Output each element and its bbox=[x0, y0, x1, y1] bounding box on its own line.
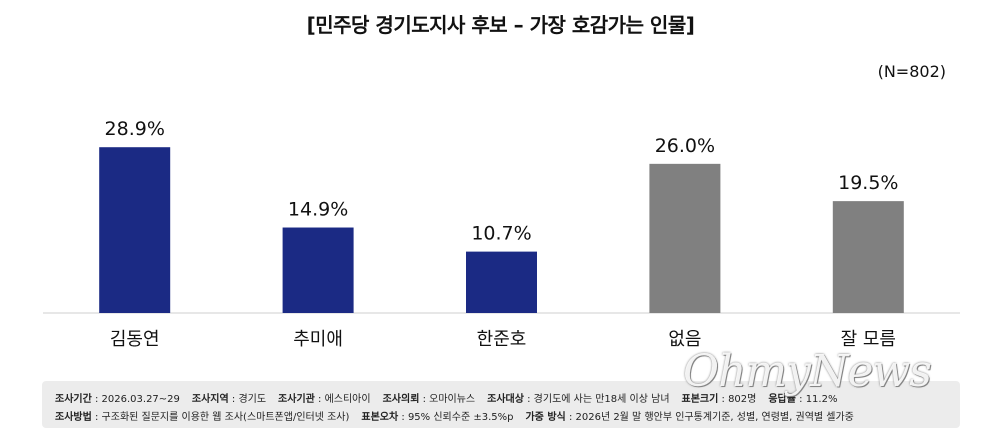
data-label-5: 19.5% bbox=[838, 172, 898, 194]
chart-title: [민주당 경기도지사 후보 – 가장 호감가는 인물] bbox=[306, 13, 695, 37]
survey-row2-label-1: 조사방법 bbox=[55, 412, 92, 423]
survey-row1-label-4: 조사의뢰 bbox=[382, 394, 420, 405]
survey-row1-value-2: : 경기도 bbox=[228, 394, 267, 405]
bar-3 bbox=[466, 251, 537, 313]
survey-info-panel: 조사기간 : 2026.03.27~29 조사지역 : 경기도 조사기관 : 에스티… bbox=[42, 381, 960, 428]
survey-row2-label-2: 표본오차 bbox=[361, 412, 399, 423]
category-label-3: 한준호 bbox=[477, 329, 527, 350]
category-label-2: 추미애 bbox=[293, 329, 343, 350]
survey-row1-value-7: : 11.2% bbox=[795, 394, 838, 405]
bar-5 bbox=[832, 201, 904, 313]
survey-info-row-2: 조사방법 : 구조화된 질문지를 이용한 웹 조사(스마트폰앱/인터넷 조사) 표… bbox=[55, 408, 866, 423]
survey-row1-label-3: 조사기관 bbox=[278, 394, 315, 405]
data-label-3: 10.7% bbox=[471, 223, 531, 245]
data-label-4: 26.0% bbox=[655, 135, 715, 157]
bar-2 bbox=[282, 227, 354, 313]
bar-chart: 28.9% 김동연 14.9% 추미애 10.7% 한준호 26.0% 없음 19.5% 잘 모름 bbox=[43, 118, 960, 350]
bar-1 bbox=[99, 147, 171, 313]
survey-row1-value-3: : 에스티아이 bbox=[314, 394, 371, 405]
survey-row2-label-3: 가중 방식 bbox=[525, 412, 566, 423]
survey-row1-value-1: : 2026.03.27~29 bbox=[91, 394, 180, 405]
bar-4 bbox=[649, 163, 721, 313]
survey-row1-label-7: 응답률 bbox=[768, 394, 796, 405]
survey-row1-value-5: : 경기도에 사는 만18세 이상 남녀 bbox=[523, 394, 670, 405]
survey-row1-label-5: 조사대상 bbox=[487, 394, 524, 405]
survey-row2-value-1: : 구조화된 질문지를 이용한 웹 조사(스마트폰앱/인터넷 조사) bbox=[91, 412, 350, 423]
category-label-1: 김동연 bbox=[110, 329, 160, 350]
data-label-2: 14.9% bbox=[288, 199, 348, 221]
survey-row1-value-6: : 802명 bbox=[718, 394, 757, 405]
data-label-1: 28.9% bbox=[105, 118, 165, 140]
category-label-4: 없음 bbox=[668, 329, 701, 350]
survey-row2-value-3: : 2026년 2월 말 행안부 인구통계기준, 성별, 연령별, 권역별 셀가… bbox=[565, 412, 854, 423]
sample-size: (N=802) bbox=[877, 62, 946, 81]
survey-row1-label-1: 조사기간 bbox=[55, 394, 92, 405]
survey-row2-value-2: : 95% 신뢰수준 ±3.5%p bbox=[398, 412, 514, 423]
survey-row1-label-2: 조사지역 bbox=[191, 394, 229, 405]
survey-row1-value-4: : 오마이뉴스 bbox=[419, 394, 476, 405]
category-label-5: 잘 모름 bbox=[841, 329, 896, 350]
survey-info-row-1: 조사기간 : 2026.03.27~29 조사지역 : 경기도 조사기관 : 에스티… bbox=[55, 390, 849, 405]
survey-row1-label-6: 표본크기 bbox=[681, 394, 719, 405]
